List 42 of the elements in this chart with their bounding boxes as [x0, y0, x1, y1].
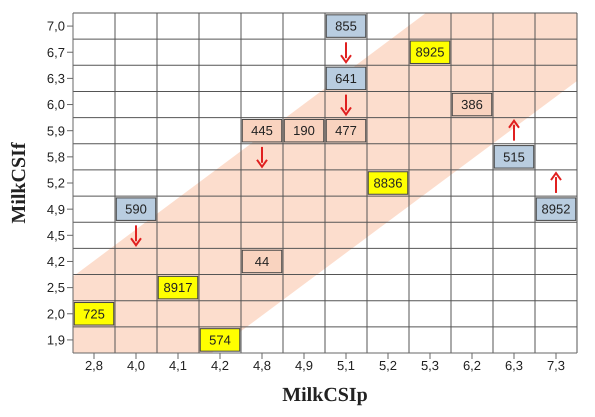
y-tick-label: 7,0: [46, 18, 65, 34]
data-label: 515: [503, 149, 525, 164]
data-label: 641: [335, 70, 357, 86]
y-tick-label: 4,9: [46, 202, 65, 217]
data-label: 574: [209, 332, 231, 348]
x-tick-label: 6,2: [462, 358, 482, 374]
data-label: 855: [335, 18, 357, 34]
data-label: 8836: [374, 176, 402, 190]
y-tick-label: 6,0: [46, 97, 65, 112]
data-label: 190: [293, 123, 315, 138]
x-tick-label: 4,1: [168, 358, 188, 374]
data-label: 725: [83, 306, 105, 322]
y-tick-label: 5,2: [46, 176, 65, 191]
data-label: 8952: [542, 202, 570, 217]
x-tick-label: 7,3: [546, 358, 566, 374]
y-tick-label: 2,5: [46, 280, 65, 296]
y-tick-label: 5,9: [46, 123, 65, 138]
x-tick-label: 5,1: [336, 358, 356, 374]
y-axis-title: MilkCSIf: [8, 142, 30, 224]
y-tick-label: 4,5: [46, 228, 65, 243]
x-tick-label: 4,0: [126, 358, 146, 374]
data-label: 590: [125, 202, 147, 217]
x-tick-label: 5,3: [420, 358, 440, 374]
data-label: 8925: [416, 44, 444, 60]
data-label: 8917: [164, 280, 192, 296]
x-tick-label: 5,2: [378, 358, 398, 374]
data-label: 386: [461, 97, 483, 112]
y-tick-label: 4,2: [46, 254, 65, 270]
data-label: 445: [251, 123, 273, 138]
x-tick-label: 6,3: [504, 358, 524, 374]
y-tick-label: 2,0: [46, 306, 65, 322]
x-axis-title: MilkCSIp: [282, 384, 368, 406]
x-tick-label: 4,2: [210, 358, 230, 374]
data-label: 44: [254, 254, 270, 269]
y-tick-label: 1,9: [46, 332, 65, 348]
x-tick-label: 4,9: [294, 358, 314, 374]
y-tick-label: 6,7: [46, 44, 65, 60]
y-tick-label: 6,3: [46, 71, 65, 86]
x-tick-label: 4,8: [252, 358, 272, 374]
data-label: 477: [335, 123, 357, 138]
x-tick-label: 2,8: [84, 358, 104, 374]
y-tick-label: 5,8: [46, 149, 65, 164]
